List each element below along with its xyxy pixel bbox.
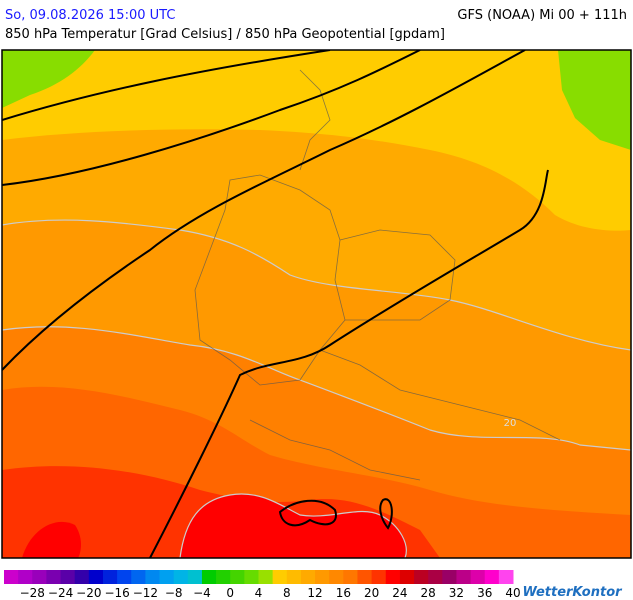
legend-swatch <box>18 570 33 584</box>
legend-swatch <box>74 570 90 584</box>
legend-swatch <box>117 570 132 584</box>
legend-label: 36 <box>477 586 492 600</box>
legend-swatch <box>145 570 161 584</box>
legend-swatch <box>60 570 76 584</box>
legend-swatch <box>343 570 358 584</box>
legend-label: 16 <box>336 586 351 600</box>
legend-label: 32 <box>449 586 464 600</box>
legend-swatch <box>46 570 62 584</box>
legend-swatch <box>131 570 146 584</box>
contour-label: 20 <box>504 418 517 429</box>
legend-swatch <box>187 570 203 584</box>
legend-swatch <box>4 570 19 584</box>
legend-label: −12 <box>133 586 158 600</box>
brand: WetterKontor <box>522 585 623 600</box>
color-legend: −28 −24 −20 −16 −12 −8 −4 0 4 8 12 16 20 24 28 32 36 40 <box>4 570 521 600</box>
legend-swatch <box>272 570 288 584</box>
legend-label: −8 <box>165 586 183 600</box>
legend-swatch <box>159 570 175 584</box>
legend-swatch <box>300 570 316 584</box>
legend-swatch <box>244 570 259 584</box>
legend-swatch <box>357 570 373 584</box>
legend-swatch <box>428 570 443 584</box>
legend-swatch <box>102 570 118 584</box>
legend-swatch <box>399 570 415 584</box>
legend-label: 40 <box>505 586 520 600</box>
legend-swatch <box>230 570 245 584</box>
legend-swatch <box>385 570 401 584</box>
map: 20 <box>1 49 632 559</box>
legend-swatch <box>329 570 344 584</box>
legend-swatch <box>258 570 274 584</box>
legend-swatch <box>173 570 189 584</box>
datetime: So, 09.08.2026 15:00 UTC <box>5 8 175 23</box>
legend-label: 20 <box>364 586 379 600</box>
legend-swatch <box>201 570 217 584</box>
legend-swatch <box>442 570 457 584</box>
legend-label: 0 <box>226 586 234 600</box>
legend-swatch <box>216 570 231 584</box>
legend-label: 12 <box>307 586 322 600</box>
legend-swatch <box>371 570 387 584</box>
legend-swatch <box>286 570 302 584</box>
legend-swatch <box>315 570 330 584</box>
legend-label: 8 <box>283 586 291 600</box>
model-run: GFS (NOAA) Mi 00 + 111h <box>457 8 627 23</box>
legend-label: 28 <box>421 586 436 600</box>
legend-swatch <box>470 570 486 584</box>
legend-swatch <box>32 570 47 584</box>
legend-label: −24 <box>48 586 73 600</box>
legend-label: −4 <box>193 586 211 600</box>
legend-label: −28 <box>20 586 45 600</box>
legend-label: 4 <box>255 586 263 600</box>
subtitle: 850 hPa Temperatur [Grad Celsius] / 850 … <box>5 27 445 42</box>
legend-label: 24 <box>392 586 407 600</box>
legend-label: −16 <box>104 586 129 600</box>
legend-swatch <box>484 570 500 584</box>
legend-swatch <box>414 570 429 584</box>
legend-swatch <box>88 570 104 584</box>
legend-swatch <box>456 570 472 584</box>
legend-label: −20 <box>76 586 101 600</box>
legend-swatch <box>498 570 514 584</box>
